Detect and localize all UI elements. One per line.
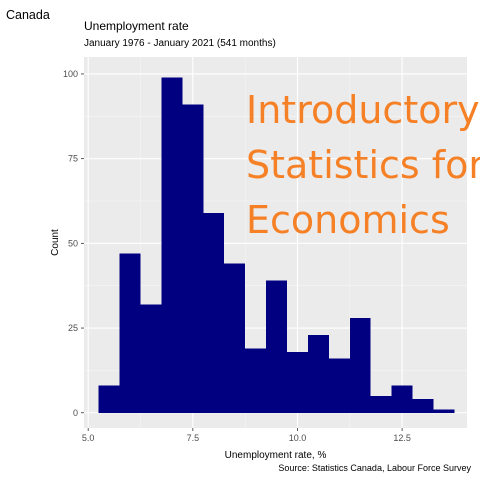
x-tick-label: 7.5 xyxy=(187,433,200,443)
y-tick-label: 50 xyxy=(68,238,78,248)
histogram-bar xyxy=(98,385,120,413)
histogram-bar xyxy=(433,409,455,413)
country-label: Canada xyxy=(6,8,50,22)
histogram-bar xyxy=(140,304,162,413)
chart-subtitle: January 1976 - January 2021 (541 months) xyxy=(84,38,276,49)
histogram-bar xyxy=(307,334,329,413)
histogram-bar xyxy=(161,77,183,413)
x-tick-label: 5.0 xyxy=(82,433,95,443)
y-tick-label: 0 xyxy=(73,408,78,418)
y-axis-title: Count xyxy=(50,229,61,256)
histogram-bar xyxy=(245,348,267,413)
histogram-bar xyxy=(203,212,225,413)
histogram-bars xyxy=(98,77,455,413)
watermark-line-2: Statistics for xyxy=(246,143,480,187)
x-axis-title: Unemployment rate, % xyxy=(225,450,327,461)
histogram-bar xyxy=(287,351,308,413)
x-tick-label: 10.0 xyxy=(289,433,307,443)
histogram-bar xyxy=(370,395,392,413)
histogram-bar xyxy=(182,104,204,413)
chart-caption: Source: Statistics Canada, Labour Force … xyxy=(278,463,471,473)
watermark-line-3: Economics xyxy=(246,198,450,242)
y-axis: 0 25 50 75 100 xyxy=(63,69,84,418)
y-tick-label: 75 xyxy=(68,154,78,164)
histogram-bar xyxy=(119,253,141,413)
histogram-bar xyxy=(224,263,246,413)
x-axis: 5.0 7.5 10.0 12.5 xyxy=(82,428,411,443)
histogram-bar xyxy=(391,385,413,413)
watermark-line-1: Introductory xyxy=(246,88,480,132)
x-tick-label: 12.5 xyxy=(393,433,411,443)
y-tick-label: 25 xyxy=(68,323,78,333)
histogram-bar xyxy=(328,358,350,413)
y-tick-label: 100 xyxy=(63,69,78,79)
histogram-bar xyxy=(349,317,371,413)
histogram-bar xyxy=(412,399,434,413)
histogram-bar xyxy=(266,280,288,413)
chart-title: Unemployment rate xyxy=(84,19,189,33)
